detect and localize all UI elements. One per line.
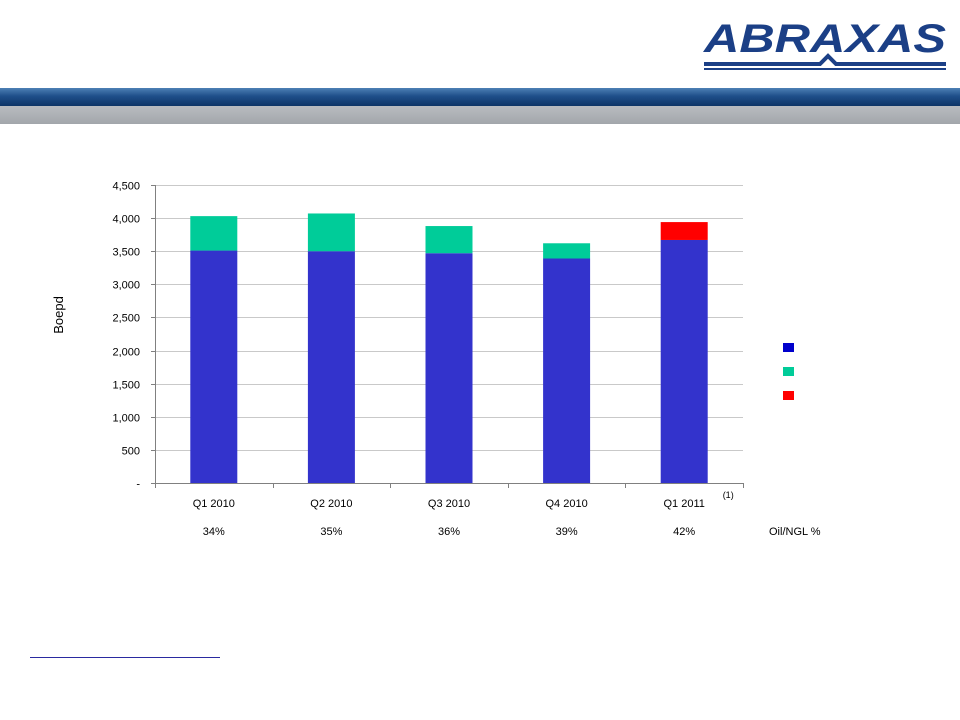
y-tick-label: 3,500	[112, 247, 140, 259]
bar-segment	[660, 222, 708, 240]
oil-ngl-pct: 39%	[556, 526, 578, 538]
legend-swatch	[783, 343, 794, 352]
oil-ngl-pct: 36%	[438, 526, 460, 538]
y-tick-label: 1,500	[112, 380, 140, 392]
oil-ngl-pct: 35%	[320, 526, 342, 538]
bar-segment	[425, 253, 473, 483]
logo-mountain-line	[704, 53, 946, 66]
x-tick-label: Q1 2011	[664, 498, 705, 510]
bar-segment	[425, 226, 473, 254]
oil-ngl-label: Oil/NGL %	[769, 526, 821, 538]
oil-ngl-row: 34% 35% 36% 39% 42% Oil/NGL %	[203, 526, 821, 538]
x-tick-labels: Q1 2010 Q2 2010 Q3 2010 Q4 2010 Q1 2011 (1)	[193, 490, 734, 510]
y-tick-label: 2,000	[112, 347, 140, 359]
y-axis-label: Boepd	[51, 296, 66, 334]
oil-ngl-pct: 34%	[203, 526, 225, 538]
bar-segment	[543, 243, 591, 259]
legend	[783, 343, 794, 400]
bar-segment	[307, 213, 355, 252]
x-tick-label: Q4 2010	[545, 498, 587, 510]
y-tick-label: 4,000	[112, 214, 140, 226]
x-tick-label: Q2 2010	[310, 498, 352, 510]
y-tick-label: 2,500	[112, 313, 140, 325]
footnote-marker: (1)	[723, 490, 734, 500]
legend-swatch	[783, 367, 794, 376]
y-tick-label: 3,000	[112, 280, 140, 292]
bar-segment	[190, 216, 238, 251]
y-tick-label: 4,500	[112, 181, 140, 193]
oil-ngl-pct: 42%	[673, 526, 695, 538]
footnote-rule	[30, 657, 220, 658]
header-band-grey	[0, 106, 960, 124]
bar-segment	[543, 258, 591, 483]
y-tick-labels: - 500 1,000 1,500 2,000 2,500 3,000 3,500 4,000 4…	[112, 181, 140, 491]
y-tick-label: 1,000	[112, 413, 140, 425]
bar-segment	[190, 250, 238, 483]
header-banner	[0, 88, 960, 124]
bar-segment	[660, 239, 708, 483]
bars	[190, 213, 708, 483]
y-tick-label: 500	[122, 446, 140, 458]
abraxas-logo: ABRAXAS	[703, 17, 947, 70]
header-band-blue	[0, 88, 960, 106]
y-tick-label: -	[136, 479, 140, 491]
x-tick-label: Q1 2010	[193, 498, 235, 510]
x-tick-label: Q3 2010	[428, 498, 470, 510]
bar-segment	[307, 251, 355, 483]
axes	[155, 185, 744, 488]
logo-wordmark: ABRAXAS	[703, 17, 947, 61]
legend-swatch	[783, 391, 794, 400]
